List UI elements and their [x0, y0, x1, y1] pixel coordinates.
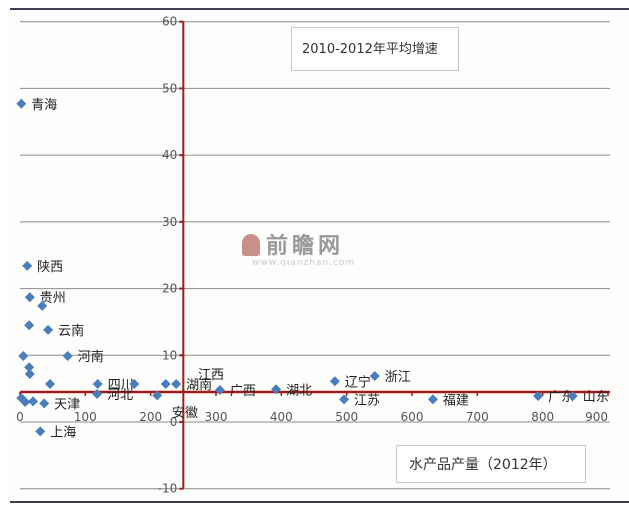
- data-point-label: 天津: [54, 397, 80, 412]
- data-point-marker: [271, 384, 282, 395]
- data-point-label: 贵州: [40, 291, 66, 306]
- data-point-label: 四川: [108, 378, 134, 393]
- data-point-marker: [369, 370, 380, 381]
- data-point-marker: [24, 368, 35, 379]
- data-point-marker: [214, 384, 225, 395]
- y-tick-label: 40: [162, 148, 177, 162]
- data-point-marker: [160, 378, 171, 389]
- data-point-marker: [35, 426, 46, 437]
- data-point-label: 广东: [548, 390, 574, 405]
- data-point-marker: [45, 378, 56, 389]
- x-axis-label-box: 水产品产量（2012年）: [396, 445, 586, 483]
- data-point-marker: [533, 390, 544, 401]
- data-point-marker: [92, 388, 103, 399]
- x-tick-label: 100: [74, 410, 97, 424]
- y-tick-label: 50: [162, 81, 177, 95]
- data-point-marker: [16, 98, 27, 109]
- x-tick-label: 500: [335, 410, 358, 424]
- x-tick-label: 600: [401, 410, 424, 424]
- data-point-label: 河南: [78, 349, 104, 365]
- data-point-marker: [37, 300, 48, 311]
- data-point-label: 云南: [58, 323, 84, 339]
- data-point-marker: [28, 396, 39, 407]
- x-tick-label: 0: [16, 410, 24, 424]
- data-point-marker: [567, 390, 578, 401]
- data-point-marker: [24, 362, 35, 373]
- data-point-marker: [329, 376, 340, 387]
- x-tick-label: 700: [466, 410, 489, 424]
- data-point-label: 安徽: [172, 406, 198, 421]
- data-point-marker: [92, 378, 103, 389]
- x-tick-label: 900: [585, 410, 608, 424]
- y-tick-label: -10: [158, 482, 178, 496]
- x-tick-label: 300: [205, 410, 228, 424]
- data-point-marker: [62, 350, 73, 361]
- data-point-label: 福建: [443, 393, 469, 408]
- data-point-label: 山东: [583, 390, 609, 405]
- data-point-label: 湖南: [186, 377, 212, 393]
- top-border: [10, 8, 629, 10]
- data-point-marker: [171, 378, 182, 389]
- plot-background: [10, 10, 629, 501]
- chart-title-box: 2010-2012年平均增速: [291, 27, 459, 71]
- data-point-marker: [339, 394, 350, 405]
- data-point-marker: [129, 378, 140, 389]
- data-point-marker: [22, 260, 33, 271]
- y-tick-label: 30: [162, 215, 177, 229]
- y-tick-label: 10: [162, 348, 177, 362]
- data-point-marker: [43, 324, 54, 335]
- data-point-label: 浙江: [385, 370, 411, 385]
- data-point-label: 辽宁: [345, 374, 371, 390]
- x-tick-label: 800: [531, 410, 554, 424]
- data-point-marker: [24, 320, 35, 331]
- data-point-label: 湖北: [286, 383, 312, 398]
- data-point-label: 青海: [31, 98, 57, 113]
- data-point-label: 上海: [50, 425, 76, 440]
- data-point-marker: [152, 390, 163, 401]
- data-point-label: 陕西: [37, 260, 63, 275]
- x-tick-label: 400: [270, 410, 293, 424]
- data-point-marker: [18, 350, 29, 361]
- data-point-marker: [20, 396, 31, 407]
- data-point-label: 广西: [230, 384, 256, 399]
- data-point-label: 河北: [107, 388, 133, 403]
- data-point-marker: [39, 398, 50, 409]
- y-tick-label: 60: [162, 15, 177, 29]
- data-point-marker: [24, 292, 35, 303]
- bottom-border: [10, 501, 629, 503]
- data-point-label: 江苏: [354, 392, 380, 408]
- x-tick-label: 200: [139, 410, 162, 424]
- y-tick-label: 0: [170, 415, 178, 429]
- data-point-label: 江西: [198, 368, 224, 383]
- y-tick-label: 20: [162, 282, 177, 296]
- data-point-marker: [427, 394, 438, 405]
